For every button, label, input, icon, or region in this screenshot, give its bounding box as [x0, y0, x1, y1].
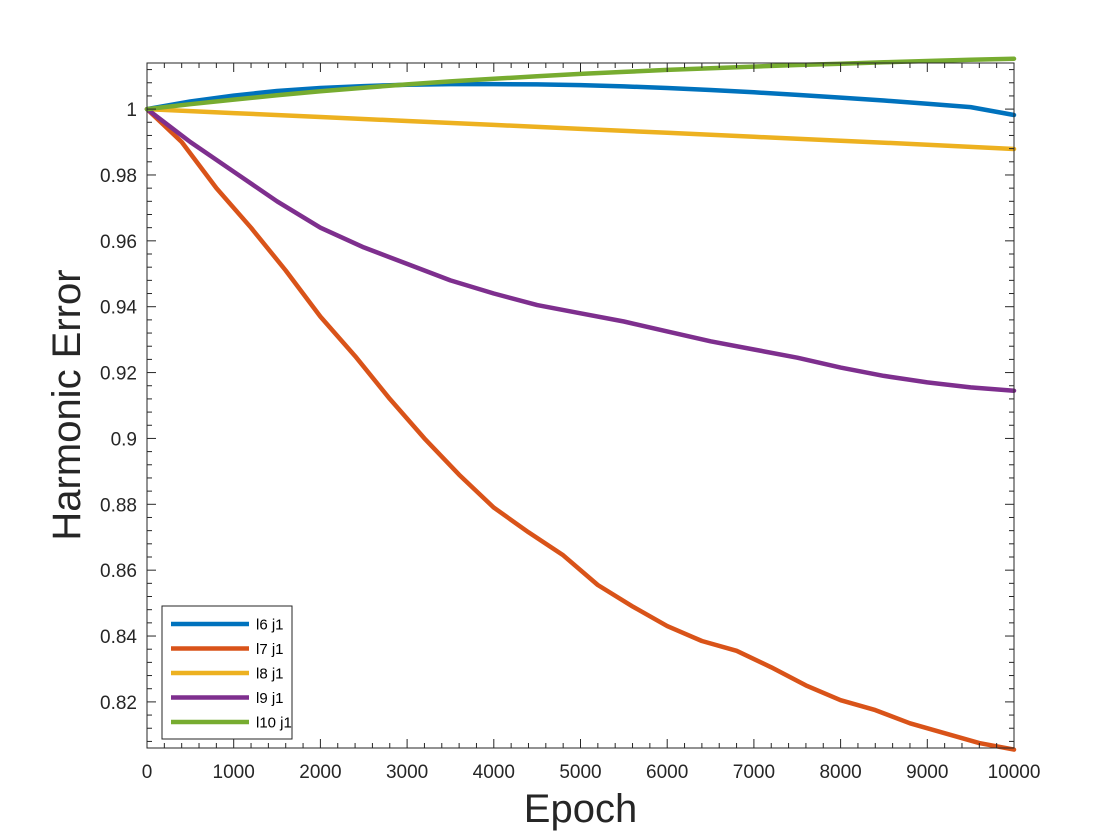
series-line-0: [144, 81, 1017, 118]
y-tick-label: 0.96: [100, 232, 137, 253]
x-tick-label: 6000: [646, 762, 688, 783]
x-tick-label: 9000: [906, 762, 948, 783]
series-layer: [144, 56, 1017, 752]
x-tick-label: 3000: [386, 762, 428, 783]
x-tick-label: 4000: [473, 762, 515, 783]
y-tick-label: 0.94: [100, 298, 137, 319]
y-tick-label: 0.92: [100, 364, 137, 385]
legend-label-2: l8 j1: [256, 666, 284, 683]
y-tick-label: 0.84: [100, 627, 137, 648]
x-axis-title: Epoch: [524, 787, 637, 831]
y-tick-label: 0.9: [111, 429, 137, 450]
x-tick-label: 7000: [733, 762, 775, 783]
legend-label-4: l10 j1: [256, 715, 292, 732]
y-tick-label: 0.98: [100, 166, 137, 187]
x-tick-labels: 0 1000 2000 3000 4000 5000 6000 7000 8000 9000 100…: [142, 762, 1041, 783]
x-tick-label: 10000: [988, 762, 1041, 783]
legend-label-0: l6 j1: [256, 617, 284, 634]
y-axis-title: Harmonic Error: [45, 269, 89, 540]
x-tick-label: 0: [142, 762, 153, 783]
y-tick-label: 1: [126, 100, 137, 121]
x-tick-label: 5000: [559, 762, 601, 783]
y-tick-labels: 0.82 0.84 0.86 0.88 0.9 0.92 0.94 0.96 0.98 1: [100, 100, 137, 714]
series-line-3: [144, 106, 1017, 393]
y-tick-label: 0.88: [100, 495, 137, 516]
series-line-1: [144, 106, 1017, 752]
legend-label-3: l9 j1: [256, 690, 284, 707]
y-tick-label: 0.82: [100, 693, 137, 714]
x-tick-label: 8000: [819, 762, 861, 783]
legend: l6 j1 l7 j1 l8 j1 l9 j1 l10 j1: [161, 605, 293, 740]
x-tick-label: 2000: [299, 762, 341, 783]
legend-label-1: l7 j1: [256, 641, 284, 658]
x-tick-label: 1000: [213, 762, 255, 783]
y-tick-label: 0.86: [100, 561, 137, 582]
series-line-2: [144, 106, 1017, 152]
tick-layer: [146, 63, 1015, 748]
